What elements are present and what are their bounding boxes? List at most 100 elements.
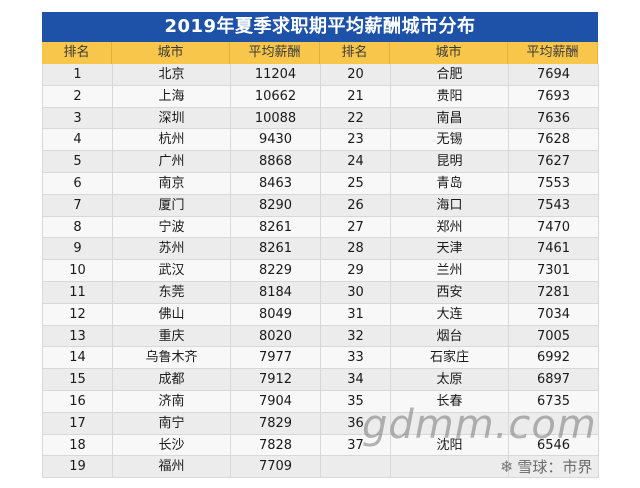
left-salary-cell: 8261: [231, 238, 321, 261]
right-city-cell: [391, 456, 509, 479]
left-rank-cell: 1: [43, 64, 113, 86]
left-salary-cell: 7709: [231, 456, 321, 479]
left-city-cell: 厦门: [113, 194, 231, 217]
watermark-text: gdmm.com: [362, 402, 597, 448]
right-salary-cell: 7636: [509, 107, 599, 130]
right-city-cell: 大连: [391, 303, 509, 326]
right-city-cell: 贵阳: [391, 85, 509, 108]
right-city-cell: 烟台: [391, 325, 509, 348]
right-rank-cell: 23: [321, 129, 391, 152]
right-city-cell: 石家庄: [391, 347, 509, 370]
left-city-cell: 深圳: [113, 107, 231, 130]
right-rank-cell: 32: [321, 325, 391, 348]
table-row: 8 宁波 8261 27 郑州 7470: [43, 216, 599, 239]
left-rank-cell: 19: [43, 456, 113, 479]
right-city-cell: 长春: [391, 390, 509, 413]
right-rank-cell: 29: [321, 260, 391, 282]
left-rank-cell: 18: [43, 434, 113, 457]
left-city-cell: 佛山: [113, 303, 231, 326]
right-salary-cell: 7281: [509, 281, 599, 304]
left-salary-cell: 7912: [231, 369, 321, 391]
left-rank-cell: 12: [43, 303, 113, 326]
right-rank-cell: 25: [321, 172, 391, 195]
left-salary-cell: 11204: [231, 64, 321, 86]
header-salary-left: 平均薪酬: [230, 42, 320, 64]
right-city-cell: 兰州: [391, 260, 509, 282]
right-salary-cell: 6897: [509, 369, 599, 391]
table-row: 18 长沙 7828 37 沈阳 6546: [43, 434, 599, 457]
right-city-cell: 南昌: [391, 107, 509, 130]
right-rank-cell: 21: [321, 85, 391, 108]
left-rank-cell: 16: [43, 390, 113, 413]
right-city-cell: 沈阳: [391, 434, 509, 457]
left-salary-cell: 8261: [231, 216, 321, 239]
snowball-icon: ❄: [500, 457, 514, 476]
right-rank-cell: 35: [321, 390, 391, 413]
right-salary-cell: 7553: [509, 172, 599, 195]
right-rank-cell: 33: [321, 347, 391, 370]
right-city-cell: [391, 412, 509, 435]
left-city-cell: 南京: [113, 172, 231, 195]
table-row: 9 苏州 8261 28 天津 7461: [43, 238, 599, 261]
header-rank-right: 排名: [320, 42, 390, 64]
left-salary-cell: 8290: [231, 194, 321, 217]
left-city-cell: 上海: [113, 85, 231, 108]
salary-table: 2019年夏季求职期平均薪酬城市分布 排名 城市 平均薪酬 排名 城市 平均薪酬…: [42, 12, 599, 479]
left-city-cell: 北京: [113, 64, 231, 86]
table-row: 16 济南 7904 35 长春 6735: [43, 390, 599, 413]
left-rank-cell: 11: [43, 281, 113, 304]
left-salary-cell: 8868: [231, 151, 321, 173]
table-row: 15 成都 7912 34 太原 6897: [43, 369, 599, 391]
left-salary-cell: 8463: [231, 172, 321, 195]
left-city-cell: 福州: [113, 456, 231, 479]
right-rank-cell: 27: [321, 216, 391, 239]
left-rank-cell: 17: [43, 412, 113, 435]
left-salary-cell: 7828: [231, 434, 321, 457]
table-row: 11 东莞 8184 30 西安 7281: [43, 281, 599, 304]
left-city-cell: 杭州: [113, 129, 231, 152]
table-row: 4 杭州 9430 23 无锡 7628: [43, 129, 599, 152]
left-rank-cell: 9: [43, 238, 113, 261]
left-city-cell: 成都: [113, 369, 231, 391]
right-city-cell: 合肥: [391, 64, 509, 86]
header-salary-right: 平均薪酬: [508, 42, 598, 64]
left-rank-cell: 3: [43, 107, 113, 130]
header-rank-left: 排名: [42, 42, 112, 64]
table-row: 13 重庆 8020 32 烟台 7005: [43, 325, 599, 348]
left-city-cell: 长沙: [113, 434, 231, 457]
right-salary-cell: 7694: [509, 64, 599, 86]
left-salary-cell: 7904: [231, 390, 321, 413]
left-salary-cell: 8184: [231, 281, 321, 304]
right-salary-cell: 6992: [509, 347, 599, 370]
source-logo: ❄ 雪球：市界: [500, 456, 592, 477]
right-city-cell: 无锡: [391, 129, 509, 152]
right-salary-cell: 7543: [509, 194, 599, 217]
right-city-cell: 太原: [391, 369, 509, 391]
right-rank-cell: 28: [321, 238, 391, 261]
table-row: 19 福州 7709: [43, 456, 599, 479]
left-rank-cell: 13: [43, 325, 113, 348]
table-row: 12 佛山 8049 31 大连 7034: [43, 303, 599, 326]
right-city-cell: 郑州: [391, 216, 509, 239]
right-salary-cell: 6735: [509, 390, 599, 413]
left-city-cell: 宁波: [113, 216, 231, 239]
left-rank-cell: 8: [43, 216, 113, 239]
header-city-right: 城市: [390, 42, 508, 64]
right-city-cell: 海口: [391, 194, 509, 217]
left-city-cell: 武汉: [113, 260, 231, 282]
left-city-cell: 苏州: [113, 238, 231, 261]
left-city-cell: 广州: [113, 151, 231, 173]
right-rank-cell: 20: [321, 64, 391, 86]
right-rank-cell: 34: [321, 369, 391, 391]
header-row: 排名 城市 平均薪酬 排名 城市 平均薪酬: [42, 42, 598, 64]
left-city-cell: 南宁: [113, 412, 231, 435]
left-salary-cell: 8049: [231, 303, 321, 326]
right-rank-cell: 26: [321, 194, 391, 217]
right-salary-cell: 7301: [509, 260, 599, 282]
right-rank-cell: 22: [321, 107, 391, 130]
table-row: 3 深圳 10088 22 南昌 7636: [43, 107, 599, 130]
left-salary-cell: 8020: [231, 325, 321, 348]
right-rank-cell: 31: [321, 303, 391, 326]
right-rank-cell: 37: [321, 434, 391, 457]
right-rank-cell: [321, 456, 391, 479]
